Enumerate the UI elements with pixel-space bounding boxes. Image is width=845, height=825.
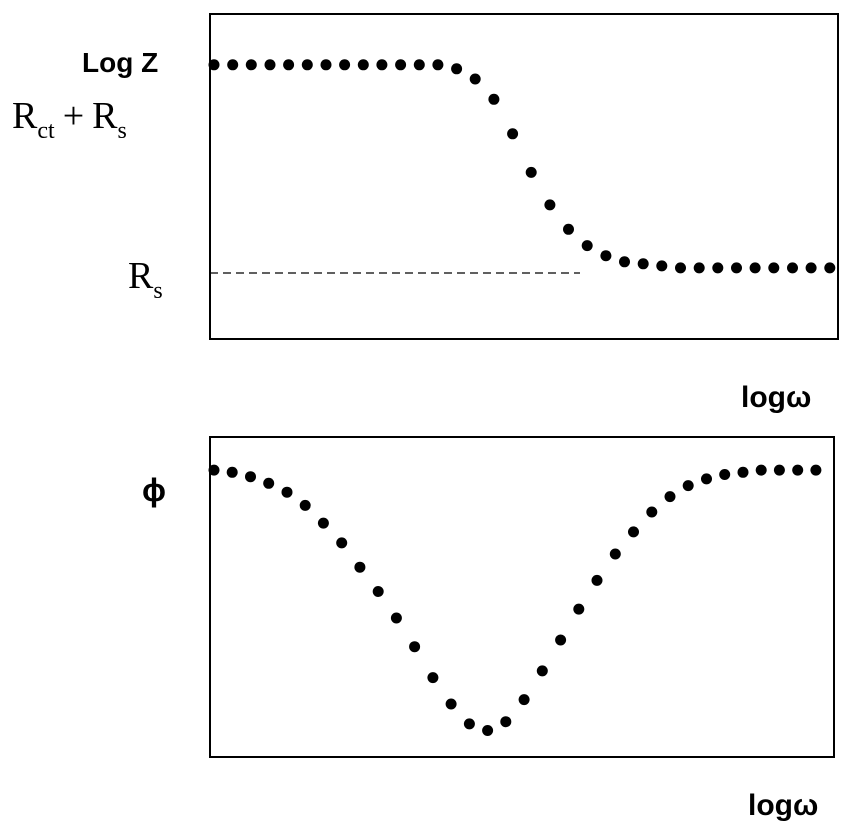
phase-point xyxy=(755,464,767,476)
phase-point xyxy=(646,506,658,518)
impedance-point xyxy=(693,262,705,274)
impedance-point xyxy=(432,59,444,71)
phase-point xyxy=(555,634,567,646)
impedance-point xyxy=(245,59,257,71)
phase-point xyxy=(299,499,311,511)
impedance-point xyxy=(619,256,630,268)
phase-point xyxy=(482,725,494,736)
phase-point xyxy=(792,464,804,476)
impedance-point xyxy=(768,262,780,274)
impedance-point xyxy=(712,262,724,274)
impedance-point xyxy=(507,128,519,140)
impedance-plot-frame xyxy=(209,13,839,340)
impedance-point xyxy=(357,59,369,71)
phase-point xyxy=(518,694,530,706)
impedance-point xyxy=(339,59,351,71)
impedance-point xyxy=(469,73,481,85)
phase-point xyxy=(573,603,585,615)
impedance-point xyxy=(544,199,556,211)
phase-point xyxy=(263,477,275,489)
phase-point xyxy=(737,466,749,478)
impedance-point xyxy=(451,63,463,75)
impedance-point xyxy=(824,262,836,274)
impedance-point xyxy=(320,59,332,71)
phase-plot-frame xyxy=(209,436,835,758)
phase-point xyxy=(427,672,439,684)
phase-point xyxy=(463,718,475,730)
impedance-point xyxy=(395,59,407,71)
impedance-x-axis-label: logω xyxy=(741,381,811,414)
phase-point xyxy=(682,480,694,492)
phase-point xyxy=(390,612,402,624)
phase-panel: ϕ logω xyxy=(142,436,835,822)
phase-point xyxy=(810,464,822,476)
phase-point xyxy=(609,548,621,560)
phase-y-axis-label: ϕ xyxy=(142,472,166,508)
phase-point xyxy=(317,517,329,529)
phase-x-axis-label: logω xyxy=(748,789,818,822)
phase-point xyxy=(208,464,220,476)
impedance-series xyxy=(208,59,836,274)
impedance-point xyxy=(208,59,220,71)
impedance-point xyxy=(283,59,295,71)
impedance-point xyxy=(563,223,574,235)
phase-point xyxy=(226,466,238,478)
impedance-point xyxy=(264,59,276,71)
impedance-point xyxy=(301,59,313,71)
impedance-point xyxy=(581,240,593,252)
phase-point xyxy=(281,486,293,498)
impedance-point xyxy=(413,59,425,71)
phase-point xyxy=(336,537,348,549)
phase-point xyxy=(354,561,366,573)
impedance-y-axis-label: Log Z xyxy=(82,47,158,78)
impedance-point xyxy=(805,262,817,274)
phase-point xyxy=(445,698,457,710)
phase-point xyxy=(664,491,676,503)
impedance-point xyxy=(787,262,798,274)
impedance-point xyxy=(637,258,649,270)
impedance-point xyxy=(675,262,686,274)
impedance-point xyxy=(376,59,388,71)
phase-point xyxy=(701,473,712,485)
impedance-point xyxy=(600,250,612,262)
phase-point xyxy=(372,586,384,597)
phase-point xyxy=(245,471,256,483)
impedance-point xyxy=(525,166,537,178)
rct-plus-rs-tick-label: Rct + Rs xyxy=(12,95,127,144)
impedance-point xyxy=(656,260,668,272)
impedance-point xyxy=(731,262,742,274)
phase-point xyxy=(409,641,421,653)
phase-point xyxy=(628,526,639,538)
impedance-point xyxy=(227,59,239,71)
phase-point xyxy=(500,716,512,728)
phase-series xyxy=(208,464,822,736)
phase-point xyxy=(536,665,548,677)
impedance-point xyxy=(749,262,761,274)
impedance-panel: Log Z Rct + Rs Rs logω xyxy=(12,13,839,414)
impedance-point xyxy=(488,93,500,105)
phase-point xyxy=(591,574,603,586)
rs-tick-label: Rs xyxy=(128,255,163,304)
phase-point xyxy=(773,464,785,476)
phase-point xyxy=(719,469,731,480)
